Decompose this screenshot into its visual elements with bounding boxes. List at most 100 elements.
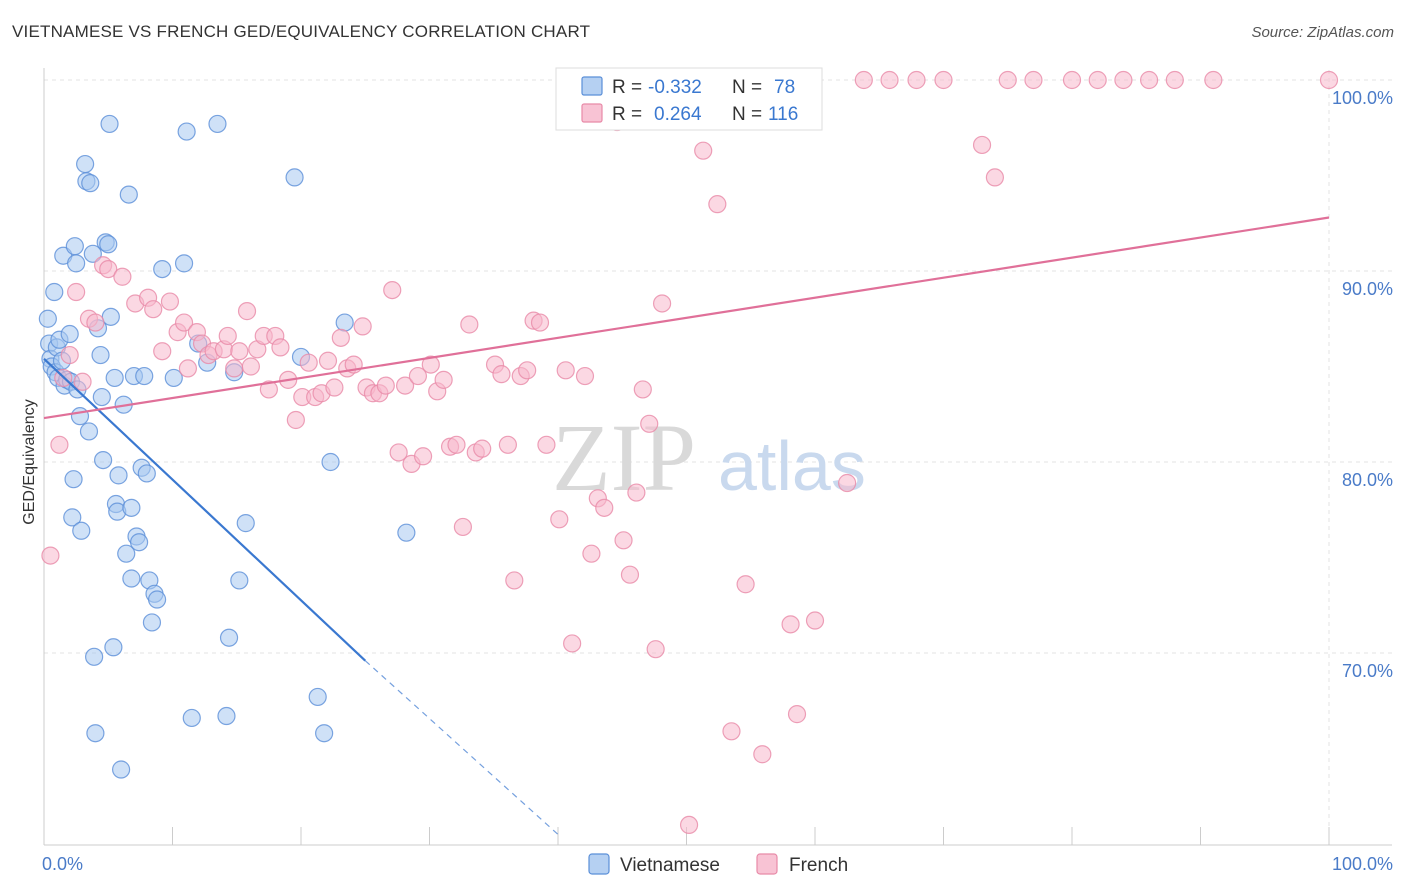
french-point-101 <box>880 70 899 90</box>
french-point-80 <box>595 498 614 517</box>
legend-n-label-vietnamese: N = <box>732 77 762 98</box>
legend-swatch-french <box>581 103 603 123</box>
vietnamese-point-45 <box>119 185 138 204</box>
legend-n-value-vietnamese: 78 <box>774 77 795 98</box>
french-point-104 <box>972 135 992 155</box>
grid-lines <box>44 70 1392 845</box>
vietnamese-point-24 <box>79 422 99 441</box>
french-point-62 <box>460 315 479 334</box>
french-point-94 <box>736 575 755 594</box>
legend-top: R = -0.332 N = 78 R = 0.264 N = 116 <box>555 67 823 131</box>
vietnamese-point-75 <box>321 452 340 472</box>
french-point-73 <box>537 435 556 454</box>
vietnamese-point-44 <box>117 544 136 563</box>
french-point-109 <box>1088 70 1107 90</box>
french-point-26 <box>230 342 249 361</box>
french-point-103 <box>934 70 953 90</box>
french-point-5 <box>73 372 92 391</box>
vietnamese-point-52 <box>135 366 154 386</box>
french-point-96 <box>781 615 800 634</box>
french-point-88 <box>646 640 665 659</box>
french-point-18 <box>178 359 198 378</box>
vietnamese-point-50 <box>129 533 149 552</box>
french-point-25 <box>225 359 244 378</box>
legend-r-label-vietnamese: R = <box>612 77 642 98</box>
french-point-70 <box>518 361 537 380</box>
vietnamese-point-42 <box>111 760 131 779</box>
french-point-10 <box>113 267 132 286</box>
french-point-37 <box>299 353 318 372</box>
legend-swatch-vietnamese <box>581 76 603 96</box>
french-point-84 <box>620 565 640 584</box>
x-tick-label-1: 100.0% <box>1332 854 1393 874</box>
french-point-112 <box>1319 70 1339 90</box>
french-point-15 <box>160 292 180 311</box>
vietnamese-point-53 <box>137 464 156 483</box>
french-point-58 <box>434 370 453 389</box>
french-point-98 <box>805 611 825 630</box>
french-point-52 <box>395 376 415 395</box>
y-tick-label-1: 80.0% <box>1342 470 1393 490</box>
french-point-78 <box>582 544 601 563</box>
y-axis-label: GED/Equivalency <box>21 399 38 524</box>
french-point-67 <box>498 435 517 454</box>
french-point-1 <box>50 435 69 454</box>
watermark: ZIP atlas <box>552 404 866 511</box>
vietnamese-point-25 <box>81 174 100 193</box>
french-point-13 <box>144 300 163 319</box>
french-point-85 <box>627 483 646 502</box>
vietnamese-point-16 <box>64 470 83 489</box>
french-point-27 <box>237 302 257 321</box>
y-tick-label-2: 90.0% <box>1342 279 1393 299</box>
french-point-4 <box>67 282 86 302</box>
chart-title: VIETNAMESE VS FRENCH GED/EQUIVALENCY COR… <box>12 22 591 41</box>
legend-bottom: Vietnamese French <box>588 853 848 876</box>
french-point-24 <box>218 326 237 346</box>
french-point-95 <box>753 745 772 764</box>
french-point-74 <box>550 510 569 529</box>
vietnamese-point-77 <box>397 523 416 542</box>
french-point-110 <box>1114 70 1133 90</box>
vietnamese-point-66 <box>217 706 236 726</box>
french-point-99 <box>838 473 857 493</box>
french-point-68 <box>505 571 524 590</box>
french-point-56 <box>421 355 440 374</box>
watermark-zip: ZIP <box>552 404 696 511</box>
legend-bottom-label-vietnamese: Vietnamese <box>620 855 720 876</box>
vietnamese-point-22 <box>76 154 95 174</box>
vietnamese-point-32 <box>94 450 113 470</box>
french-point-41 <box>325 378 344 397</box>
vietnamese-point-27 <box>85 647 104 666</box>
legend-n-value-french: 116 <box>768 104 798 125</box>
vietnamese-point-13 <box>60 324 79 344</box>
french-point-83 <box>614 531 633 550</box>
french-point-49 <box>376 376 395 395</box>
vietnamese-point-69 <box>230 571 249 590</box>
french-point-76 <box>563 634 582 653</box>
french-point-114 <box>1165 70 1184 90</box>
french-point-90 <box>679 815 699 835</box>
vietnamese-point-17 <box>65 237 84 256</box>
vietnamese-point-34 <box>99 235 118 254</box>
french-point-64 <box>473 439 492 458</box>
french-point-72 <box>530 313 550 332</box>
french-point-86 <box>633 380 652 399</box>
axes <box>43 68 1392 846</box>
french-point-108 <box>1062 70 1082 90</box>
vietnamese-point-60 <box>174 254 194 273</box>
french-point-75 <box>556 361 575 380</box>
y-tick-label-3: 100.0% <box>1332 88 1393 108</box>
vietnamese-point-61 <box>177 122 196 141</box>
french-point-92 <box>708 195 727 214</box>
vietnamese-point-31 <box>92 387 111 407</box>
french-point-17 <box>174 313 194 332</box>
french-point-0 <box>41 546 60 565</box>
legend-bottom-label-french: French <box>789 855 848 876</box>
french-point-54 <box>408 366 428 386</box>
french-point-87 <box>640 414 659 433</box>
vietnamese-point-62 <box>182 708 201 728</box>
french-point-50 <box>383 281 402 300</box>
french-point-45 <box>353 317 372 336</box>
french-point-35 <box>286 410 305 430</box>
legend-r-label-french: R = <box>612 104 642 125</box>
